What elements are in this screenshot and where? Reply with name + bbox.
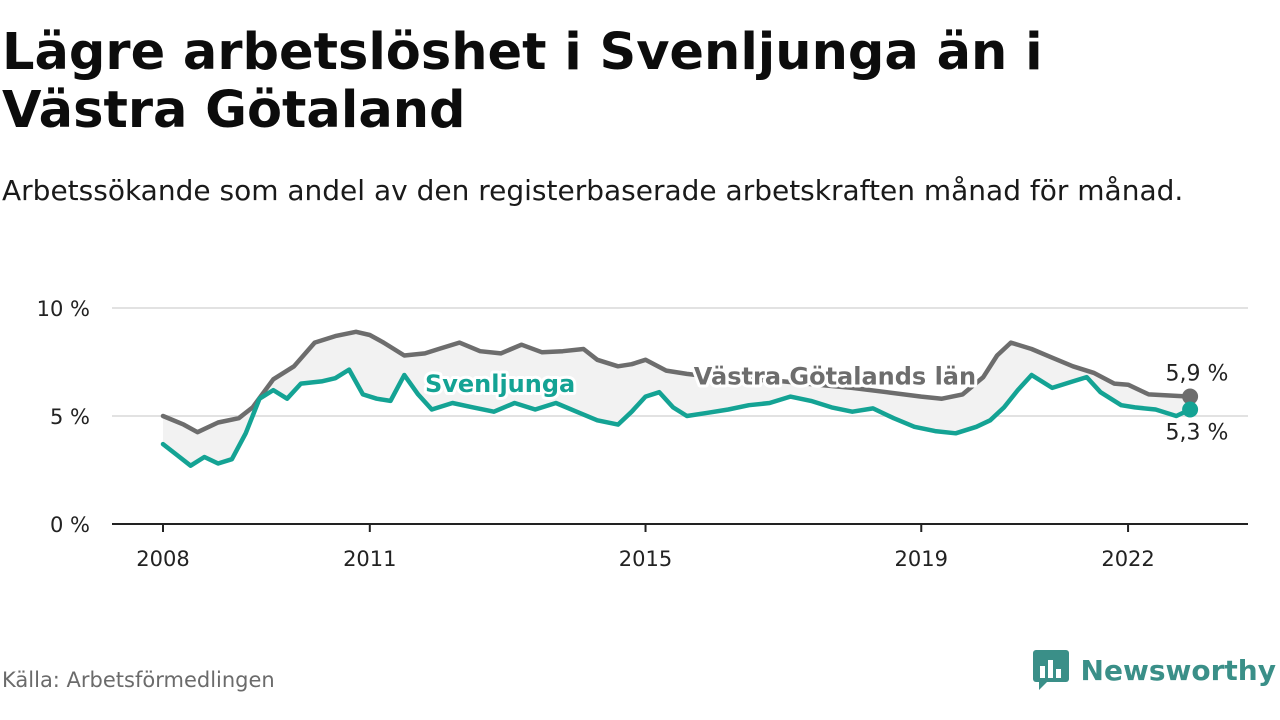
series-line-vastra-gotaland	[160, 329, 1193, 435]
newsworthy-logo-icon	[1032, 650, 1069, 690]
y-tick-label: 0 %	[50, 513, 90, 537]
x-tick-label: 2022	[1101, 547, 1154, 571]
series-label-svenljunga: Svenljunga	[425, 370, 575, 398]
brand-name: Newsworthy	[1080, 653, 1276, 687]
x-tick-label: 2019	[895, 547, 948, 571]
label-layer: Svenljunga Västra Götalands län 5,9 % 5,3 %	[422, 359, 1231, 448]
y-tick-label: 10 %	[37, 297, 90, 321]
line-chart: 0 % 5 % 10 % 2008 2011 2015 2019 2022 Svenljung…	[37, 297, 1248, 571]
difference-band	[163, 331, 1191, 466]
end-value-svenljunga: 5,3 %	[1166, 421, 1229, 446]
source-note: Källa: Arbetsförmedlingen	[2, 668, 275, 692]
y-tick-label: 5 %	[50, 405, 90, 429]
series-layer	[160, 329, 1199, 468]
series-label-vastra-gotaland: Västra Götalands län	[694, 363, 976, 391]
grid-layer	[112, 307, 1248, 417]
band-layer	[163, 331, 1191, 466]
x-tick-label: 2011	[343, 547, 396, 571]
page-title: Lägre arbetslöshet i Svenljunga än i Väs…	[2, 23, 1043, 140]
end-value-vastra-gotaland: 5,9 %	[1166, 362, 1229, 387]
endpoint-vastra-gotaland	[1182, 388, 1199, 405]
endpoint-svenljunga	[1182, 401, 1199, 418]
x-tick-label: 2015	[619, 547, 672, 571]
series-line-svenljunga	[160, 367, 1193, 468]
axis-layer: 0 % 5 % 10 % 2008 2011 2015 2019 2022	[37, 297, 1248, 571]
brand-logo[interactable]: Newsworthy	[1032, 650, 1276, 690]
x-tick-label: 2008	[136, 547, 189, 571]
chart-subtitle: Arbetssökande som andel av den registerb…	[2, 174, 1184, 207]
